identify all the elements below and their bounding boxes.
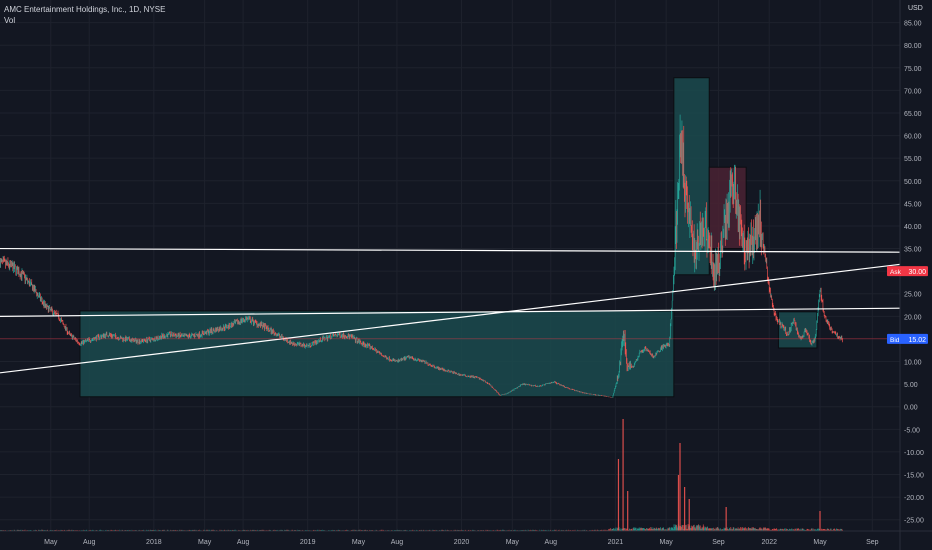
bid-price-tag: Bid 15.02 xyxy=(887,333,928,344)
x-tick-label: 2022 xyxy=(761,539,777,546)
x-tick-label: May xyxy=(198,539,212,546)
price-tags: Ask 30.00 Bid 15.02 xyxy=(887,266,928,344)
volume-legend[interactable]: Vol xyxy=(4,16,16,25)
y-tick-label: 40.00 xyxy=(904,224,922,231)
bid-tag-value: 15.02 xyxy=(908,337,926,344)
y-tick-label: 5.00 xyxy=(904,382,918,389)
x-tick-label: 2021 xyxy=(608,539,624,546)
y-tick-label: 85.00 xyxy=(904,21,922,28)
y-tick-label: 60.00 xyxy=(904,134,922,141)
y-tick-label: 25.00 xyxy=(904,292,922,299)
y-tick-label: 65.00 xyxy=(904,111,922,118)
x-tick-label: May xyxy=(44,539,58,546)
y-tick-label: 20.00 xyxy=(904,314,922,321)
y-tick-label: -20.00 xyxy=(904,495,924,502)
x-tick-label: May xyxy=(660,539,674,546)
bid-tag-bg xyxy=(887,333,928,344)
trendline xyxy=(0,307,901,317)
ask-tag-bg xyxy=(887,266,928,277)
bid-tag-label: Bid xyxy=(890,337,900,344)
trendline xyxy=(0,263,901,374)
trendlines[interactable] xyxy=(0,247,901,374)
currency-label[interactable]: USD xyxy=(908,5,923,12)
ask-price-tag: Ask 30.00 xyxy=(887,266,928,277)
x-tick-label: May xyxy=(506,539,520,546)
price-axis[interactable]: -25.00 -20.00 -15.00 -10.00 -5.00 0.00 5.00 10.… xyxy=(899,0,924,550)
time-axis[interactable]: May Aug 2018 May Aug 2019 May Aug 2020 May Aug 2021… xyxy=(0,530,932,546)
drawn-box xyxy=(79,310,675,398)
x-tick-label: Sep xyxy=(866,539,879,546)
grid xyxy=(0,0,900,531)
trendline xyxy=(0,247,901,253)
symbol-title[interactable]: AMC Entertainment Holdings, Inc., 1D, NY… xyxy=(4,5,166,14)
x-tick-label: May xyxy=(813,539,827,546)
y-tick-label: -25.00 xyxy=(904,518,924,525)
x-tick-label: Aug xyxy=(545,539,558,546)
y-tick-label: 10.00 xyxy=(904,360,922,367)
x-tick-label: 2020 xyxy=(454,539,470,546)
candles xyxy=(0,114,843,398)
y-tick-label: -15.00 xyxy=(904,473,924,480)
x-tick-label: Aug xyxy=(83,539,96,546)
ask-tag-value: 30.00 xyxy=(908,269,926,276)
x-tick-label: 2018 xyxy=(146,539,162,546)
x-tick-label: 2019 xyxy=(300,539,316,546)
x-tick-label: Aug xyxy=(391,539,404,546)
y-tick-label: 0.00 xyxy=(904,405,918,412)
y-tick-label: 35.00 xyxy=(904,247,922,254)
x-tick-label: Sep xyxy=(712,539,725,546)
y-tick-label: 45.00 xyxy=(904,201,922,208)
y-tick-label: 50.00 xyxy=(904,179,922,186)
y-tick-label: 75.00 xyxy=(904,66,922,73)
x-tick-label: Aug xyxy=(237,539,250,546)
y-tick-label: -5.00 xyxy=(904,427,920,434)
y-tick-label: 80.00 xyxy=(904,43,922,50)
y-tick-label: -10.00 xyxy=(904,450,924,457)
y-tick-label: 70.00 xyxy=(904,88,922,95)
y-tick-label: 55.00 xyxy=(904,156,922,163)
x-tick-label: May xyxy=(352,539,366,546)
ask-tag-label: Ask xyxy=(890,269,902,276)
